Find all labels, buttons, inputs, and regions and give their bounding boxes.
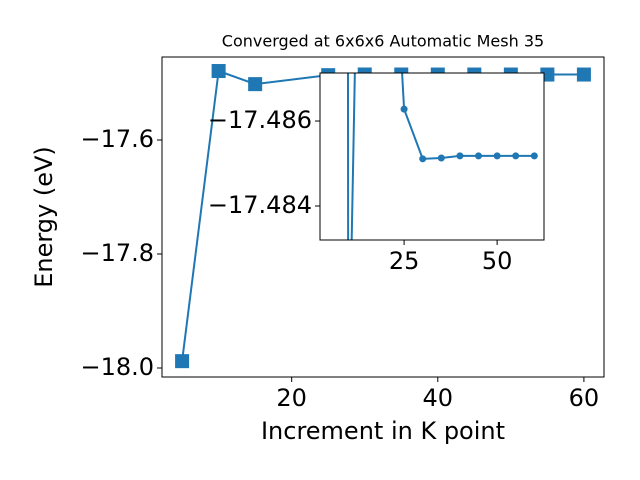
y-tick-label: −17.484: [208, 191, 312, 219]
data-point: [456, 152, 464, 160]
axes-frame: [319, 72, 545, 241]
y-tick-label: −17.486: [208, 106, 312, 134]
data-point: [475, 152, 483, 160]
x-tick-label: 40: [423, 384, 454, 412]
data-point: [248, 77, 263, 92]
x-tick-label: 60: [569, 384, 600, 412]
data-point: [493, 152, 501, 160]
data-point: [419, 155, 427, 163]
chart-title: Converged at 6x6x6 Automatic Mesh 35: [222, 32, 544, 51]
data-point: [175, 354, 190, 369]
y-tick-label: −17.6: [80, 125, 154, 153]
x-axis-label: Increment in K point: [261, 417, 505, 445]
data-point: [400, 105, 408, 113]
data-point: [512, 152, 520, 160]
y-tick-label: −17.8: [80, 239, 154, 267]
y-axis-label: Energy (eV): [30, 146, 58, 288]
data-point: [211, 64, 226, 79]
plot-layer: [346, 73, 538, 240]
x-tick-label: 50: [482, 247, 513, 275]
data-point: [530, 152, 538, 160]
data-point: [437, 154, 445, 162]
data-point: [576, 67, 591, 82]
x-tick-label: 20: [276, 384, 307, 412]
axes-frame: [161, 56, 605, 378]
x-tick-label: 25: [389, 247, 420, 275]
y-tick-label: −18.0: [80, 353, 154, 381]
